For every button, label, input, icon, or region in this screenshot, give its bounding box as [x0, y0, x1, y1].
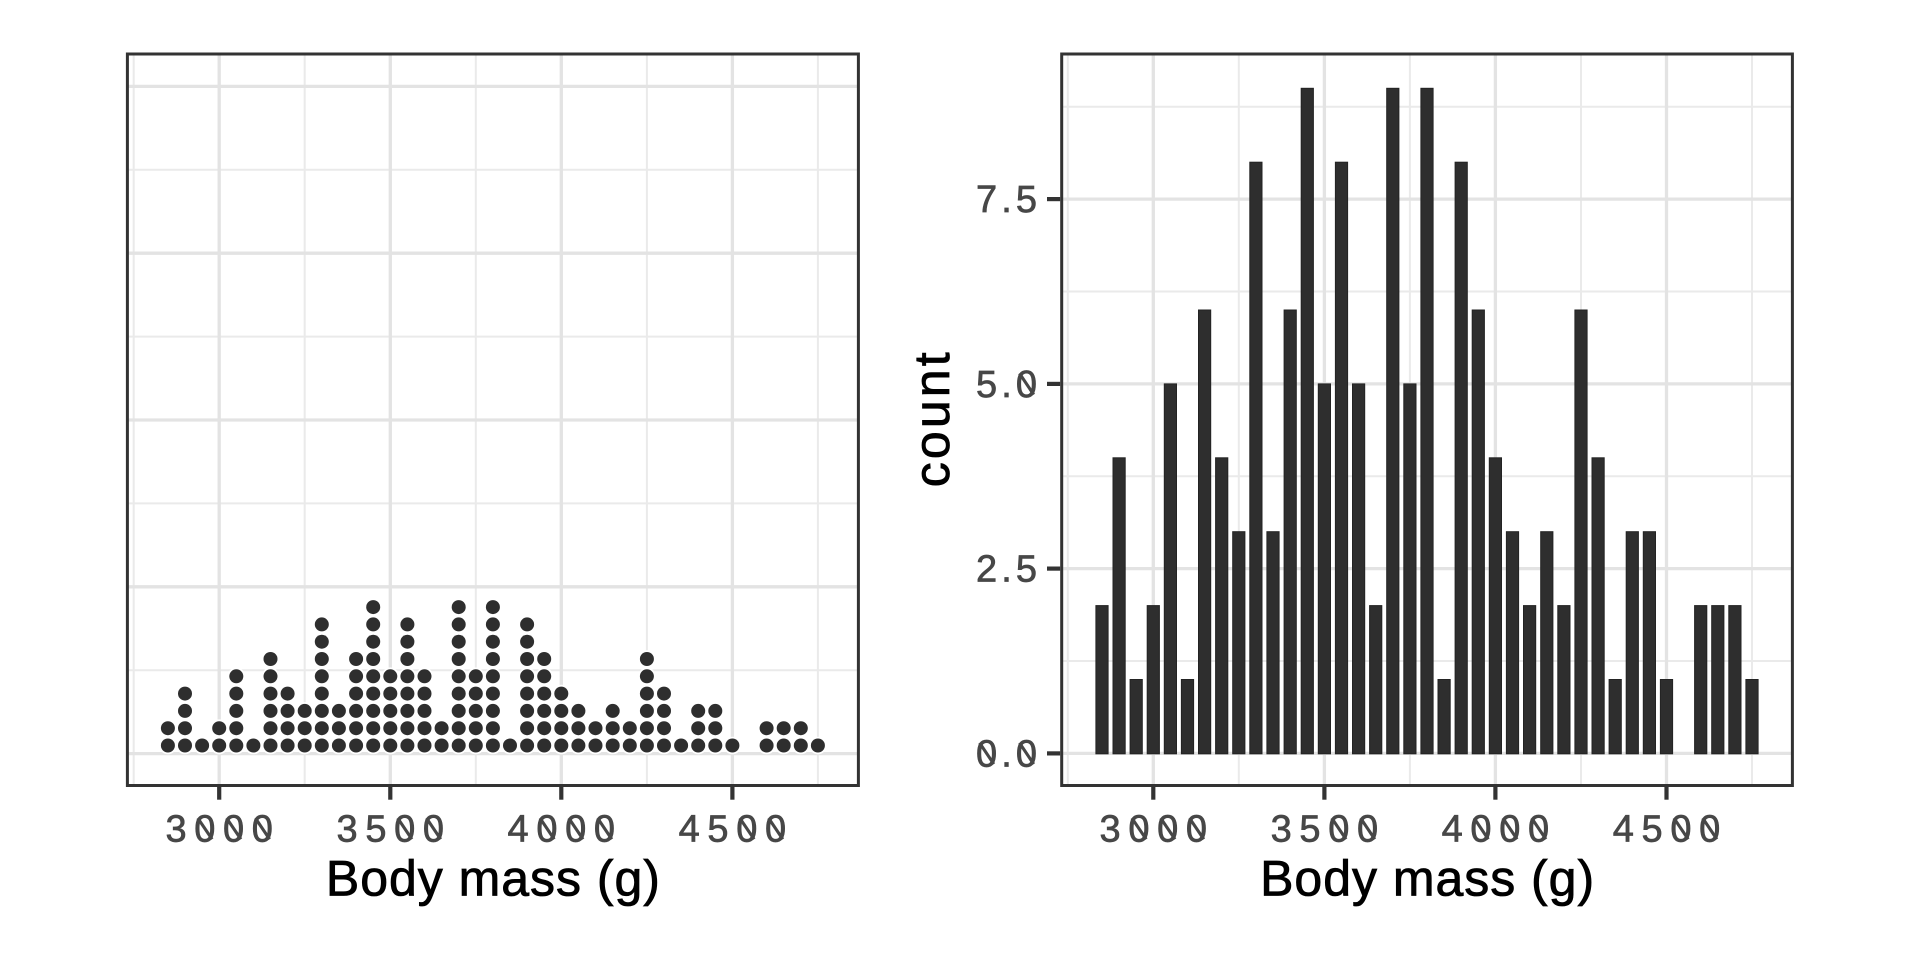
- svg-text:Body mass (g): Body mass (g): [1260, 851, 1594, 907]
- svg-text:Body mass (g): Body mass (g): [326, 851, 660, 907]
- svg-text:count: count: [904, 352, 960, 487]
- svg-text:7.5: 7.5: [976, 179, 1037, 221]
- svg-text:2.5: 2.5: [976, 549, 1037, 591]
